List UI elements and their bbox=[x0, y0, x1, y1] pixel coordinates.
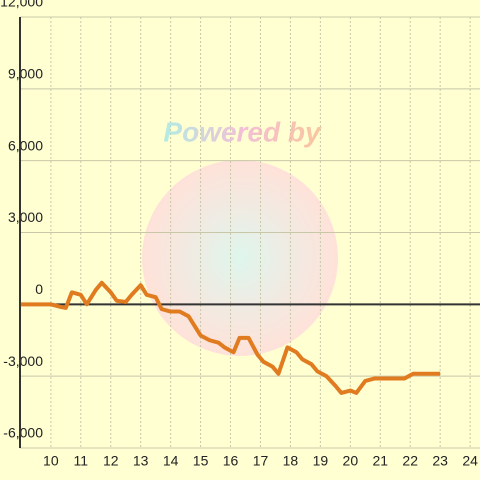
x-tick-label: 18 bbox=[283, 453, 299, 469]
x-tick-label: 10 bbox=[43, 453, 59, 469]
x-tick-label: 12 bbox=[103, 453, 119, 469]
line bbox=[20, 280, 441, 395]
x-tick-label: 19 bbox=[313, 453, 329, 469]
y-tick-label: 6,000 bbox=[8, 137, 43, 153]
x-tick-label: 14 bbox=[163, 453, 179, 469]
x-tick-label: 21 bbox=[372, 453, 388, 469]
y-tick-label: 9,000 bbox=[8, 66, 43, 82]
y-tick-label: 0 bbox=[35, 281, 43, 297]
watermark: Powered by bbox=[163, 116, 322, 147]
watermark-logo bbox=[142, 160, 338, 356]
x-tick-label: 17 bbox=[253, 453, 269, 469]
y-tick-label: 3,000 bbox=[8, 209, 43, 225]
x-tick-label: 16 bbox=[223, 453, 239, 469]
x-tick-label: 22 bbox=[402, 453, 418, 469]
y-tick-label: -3,000 bbox=[3, 353, 43, 369]
x-tick-label: 20 bbox=[343, 453, 359, 469]
y-tick-label: -6,000 bbox=[3, 425, 43, 441]
x-tick-label: 23 bbox=[432, 453, 448, 469]
x-tick-label: 24 bbox=[462, 453, 478, 469]
x-tick-label: 11 bbox=[74, 453, 89, 469]
y-tick-label: 12,000 bbox=[0, 0, 43, 10]
x-tick-label: 15 bbox=[193, 453, 209, 469]
x-tick-label: 13 bbox=[133, 453, 149, 469]
